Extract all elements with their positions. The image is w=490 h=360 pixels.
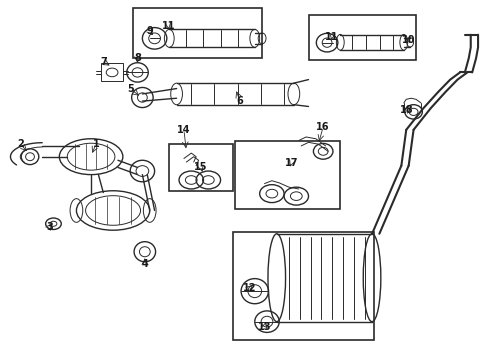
Text: 10: 10: [402, 35, 416, 45]
Text: 3: 3: [46, 222, 53, 231]
Text: 6: 6: [237, 96, 244, 106]
Bar: [309, 15, 416, 60]
Text: 15: 15: [194, 162, 208, 172]
Bar: [169, 144, 233, 191]
Text: 8: 8: [134, 53, 141, 63]
Text: 9: 9: [147, 26, 153, 36]
Text: 7: 7: [100, 57, 107, 67]
Text: 17: 17: [285, 158, 298, 168]
Text: 11: 11: [325, 32, 339, 41]
Text: 12: 12: [243, 283, 257, 293]
Text: 1: 1: [93, 139, 99, 149]
Bar: [101, 63, 123, 81]
Text: 18: 18: [400, 105, 414, 115]
Text: 11: 11: [162, 21, 175, 31]
Bar: [235, 140, 340, 209]
Text: 2: 2: [17, 139, 24, 149]
Bar: [133, 8, 262, 58]
Text: 4: 4: [142, 259, 148, 269]
Text: 13: 13: [258, 322, 271, 332]
Text: 5: 5: [127, 84, 134, 94]
Text: 14: 14: [177, 125, 191, 135]
Bar: [233, 232, 374, 339]
Text: 16: 16: [317, 122, 330, 132]
